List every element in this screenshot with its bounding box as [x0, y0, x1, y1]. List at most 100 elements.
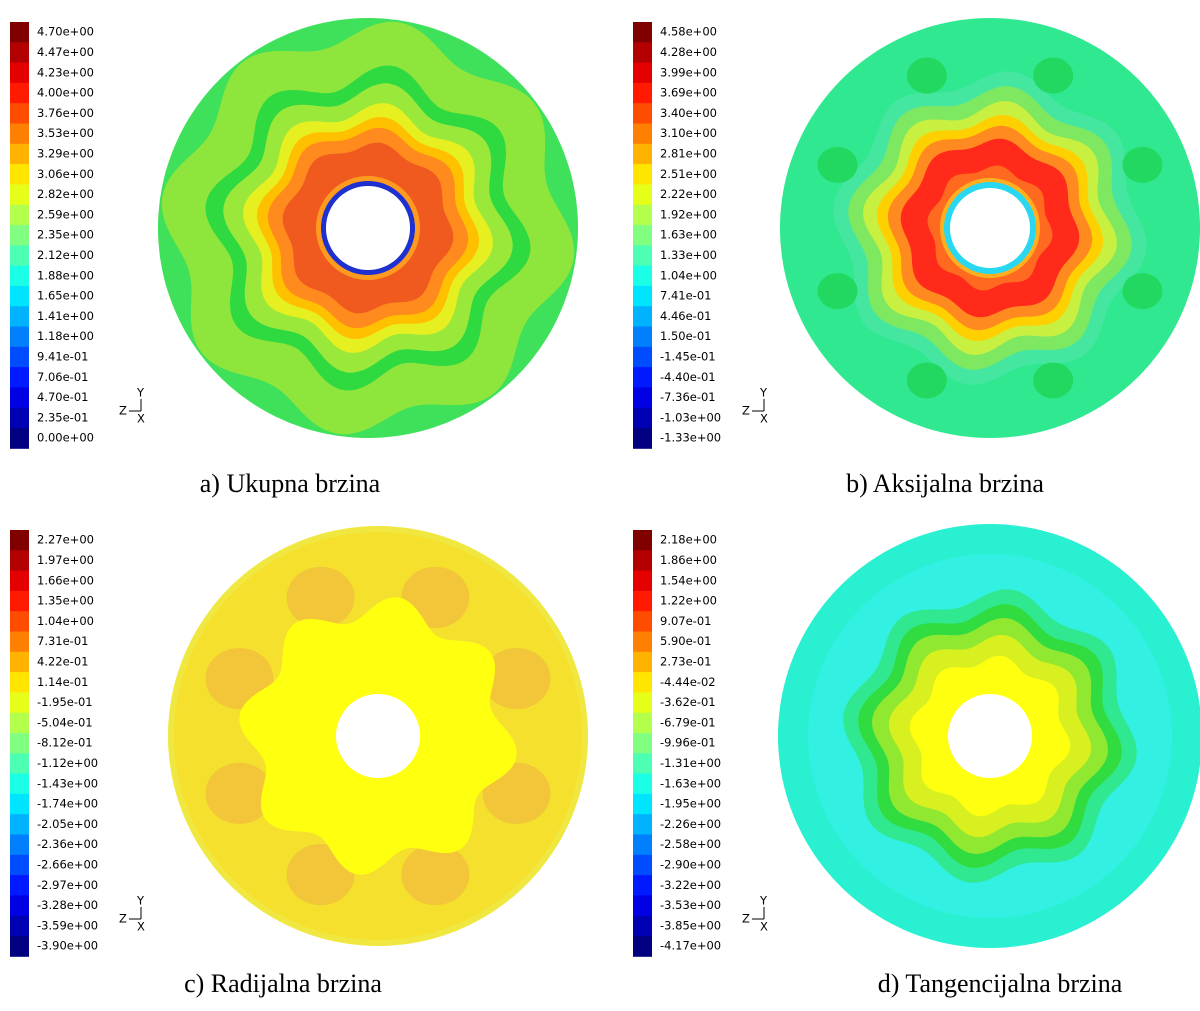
- panel: 2.27e+00 1.97e+00 1.66e+00 1.35e+00 1.04e+00…: [10, 526, 588, 998]
- colorbar-label: 1.92e+00: [660, 207, 717, 221]
- caption: d) Tangencijalna brzina: [878, 969, 1123, 998]
- contour-spot: [482, 647, 551, 710]
- colorbar-swatch: [10, 611, 29, 632]
- colorbar-label: -2.97e+00: [37, 878, 98, 892]
- colorbar-swatch: [10, 834, 29, 856]
- colorbar-label: 1.22e+00: [660, 594, 717, 608]
- colorbar-swatch: [633, 306, 652, 327]
- colorbar-swatch: [633, 753, 652, 775]
- colorbar-swatch: [10, 245, 29, 267]
- axis-label: X: [760, 412, 768, 426]
- colorbar-swatch: [633, 326, 652, 348]
- colorbar-swatch: [633, 204, 652, 226]
- axis-label: Z: [742, 404, 750, 418]
- contour-spot: [1033, 57, 1074, 94]
- colorbar-label: 4.47e+00: [37, 45, 94, 59]
- colorbar-swatch: [633, 407, 652, 429]
- axis-label: Y: [759, 386, 768, 400]
- colorbar-swatch: [10, 42, 29, 64]
- colorbar-label: -1.12e+00: [37, 756, 98, 770]
- colorbar-swatch: [633, 103, 652, 124]
- colorbar-label: 3.53e+00: [37, 126, 94, 140]
- colorbar-label: 1.86e+00: [660, 553, 717, 567]
- colorbar-label: 2.35e+00: [37, 228, 94, 242]
- colorbar-label: 9.07e-01: [660, 614, 711, 628]
- panel: 4.70e+00 4.47e+00 4.23e+00 4.00e+00 3.76e+00…: [10, 18, 578, 498]
- colorbar-swatch: [10, 936, 29, 957]
- colorbar-swatch: [633, 550, 652, 572]
- colorbar-swatch: [10, 712, 29, 734]
- colorbar-label: 2.51e+00: [660, 167, 717, 181]
- colorbar-swatch: [10, 306, 29, 327]
- colorbar-swatch: [633, 651, 652, 673]
- colorbar-swatch: [10, 915, 29, 937]
- colorbar-label: 4.70e-01: [37, 390, 88, 404]
- colorbar-swatch: [10, 123, 29, 145]
- colorbar-swatch: [10, 285, 29, 307]
- colorbar-label: -2.26e+00: [660, 817, 721, 831]
- colorbar-swatch: [633, 712, 652, 734]
- colorbar-label: -1.74e+00: [37, 797, 98, 811]
- colorbar-label: 2.73e-01: [660, 654, 711, 668]
- colorbar-swatch: [10, 631, 29, 653]
- colorbar-swatch: [633, 245, 652, 267]
- colorbar-swatch: [633, 915, 652, 937]
- colorbar-swatch: [10, 265, 29, 287]
- axis-label: Y: [136, 894, 145, 908]
- colorbar-label: -9.96e-01: [660, 736, 716, 750]
- colorbar-label: -4.44e-02: [660, 675, 716, 689]
- colorbar-label: 1.66e+00: [37, 573, 94, 587]
- colorbar-label: 7.41e-01: [660, 289, 711, 303]
- colorbar-label: 1.63e+00: [660, 228, 717, 242]
- colorbar-swatch: [10, 570, 29, 592]
- colorbar-swatch: [10, 407, 29, 429]
- colorbar-label: -2.58e+00: [660, 837, 721, 851]
- colorbar-label: -2.36e+00: [37, 837, 98, 851]
- colorbar-swatch: [633, 123, 652, 145]
- colorbar-swatch: [633, 611, 652, 632]
- colorbar-label: 3.76e+00: [37, 106, 94, 120]
- colorbar-swatch: [10, 428, 29, 449]
- colorbar-swatch: [633, 42, 652, 64]
- colorbar-label: 3.40e+00: [660, 106, 717, 120]
- colorbar-label: -6.79e-01: [660, 715, 716, 729]
- colorbar-label: 9.41e-01: [37, 349, 88, 363]
- colorbar-label: 4.00e+00: [37, 86, 94, 100]
- colorbar-label: 2.59e+00: [37, 207, 94, 221]
- colorbar-swatch: [10, 692, 29, 714]
- axis-label: Y: [136, 386, 145, 400]
- colorbar-label: -3.62e-01: [660, 695, 716, 709]
- colorbar-label: -3.85e+00: [660, 918, 721, 932]
- colorbar-swatch: [10, 895, 29, 917]
- colorbar-swatch: [633, 570, 652, 592]
- colorbar-swatch: [10, 326, 29, 348]
- contour-band: [326, 186, 410, 270]
- colorbar-label: -3.90e+00: [37, 939, 98, 953]
- colorbar-label: -2.66e+00: [37, 857, 98, 871]
- colorbar-swatch: [10, 651, 29, 673]
- colorbar-swatch: [10, 590, 29, 612]
- colorbar-swatch: [633, 793, 652, 815]
- colorbar-swatch: [10, 753, 29, 775]
- colorbar-label: 3.29e+00: [37, 146, 94, 160]
- colorbar-swatch: [633, 733, 652, 754]
- colorbar-label: -2.90e+00: [660, 857, 721, 871]
- colorbar-swatch: [10, 387, 29, 409]
- colorbar-label: -1.95e-01: [37, 695, 93, 709]
- colorbar-label: 4.23e+00: [37, 65, 94, 79]
- colorbar-label: 4.22e-01: [37, 654, 88, 668]
- colorbar-swatch: [633, 22, 652, 43]
- colorbar-label: -2.05e+00: [37, 817, 98, 831]
- colorbar-label: 3.99e+00: [660, 65, 717, 79]
- colorbar-label: 1.04e+00: [660, 268, 717, 282]
- colorbar-swatch: [633, 590, 652, 612]
- colorbar-swatch: [10, 550, 29, 572]
- contour-band: [950, 188, 1030, 268]
- colorbar-swatch: [10, 875, 29, 896]
- contour-spot: [205, 762, 274, 825]
- colorbar-label: -7.36e-01: [660, 390, 716, 404]
- colorbar-swatch: [10, 672, 29, 693]
- colorbar-swatch: [10, 164, 29, 185]
- colorbar-label: -1.43e+00: [37, 776, 98, 790]
- colorbar-label: -3.59e+00: [37, 918, 98, 932]
